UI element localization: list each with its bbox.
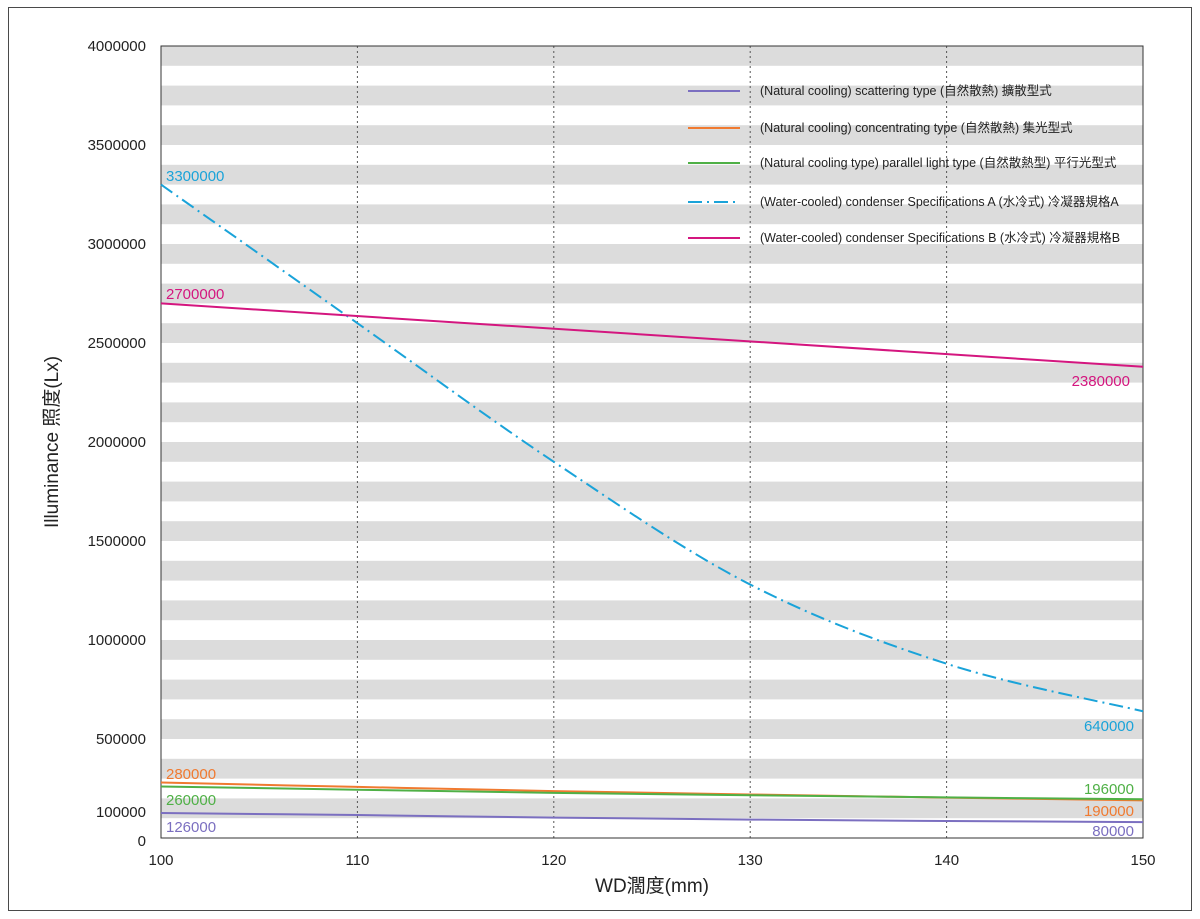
legend-entry-label: (Natural cooling) concentrating type (自然…: [760, 120, 1073, 135]
x-axis-title: WD濶度(mm): [595, 875, 709, 897]
data-labels: 126000 80000 280000 190000 260000 196000 33000…: [166, 168, 1134, 840]
background-band: [161, 204, 1143, 225]
background-band: [161, 679, 1143, 700]
data-label: 80000: [1092, 823, 1134, 840]
background-band: [161, 164, 1143, 185]
y-tick-label: 500000: [96, 731, 146, 748]
background-band: [161, 85, 1143, 106]
y-tick-label: 1500000: [88, 533, 146, 550]
data-series: [160, 183, 1144, 824]
series-line: [160, 302, 1144, 368]
background-band: [161, 521, 1143, 541]
y-axis-ticks: 0 100000 500000 1000000 1500000 2000000 250000…: [88, 38, 146, 850]
data-label: 280000: [166, 766, 216, 783]
data-label: 2700000: [166, 286, 224, 303]
y-axis-title: Illuminance 照度(Lx): [41, 356, 63, 528]
data-label: 196000: [1084, 781, 1134, 798]
data-label: 190000: [1084, 803, 1134, 820]
y-tick-label: 1000000: [88, 632, 146, 649]
background-band: [161, 283, 1143, 304]
data-label: 260000: [166, 792, 216, 809]
y-tick-label: 0: [138, 833, 146, 850]
x-tick-label: 150: [1130, 852, 1155, 869]
background-band: [161, 323, 1143, 343]
y-tick-label: 100000: [96, 804, 146, 821]
background-band: [161, 442, 1143, 462]
series-line: [160, 183, 1144, 713]
data-label: 640000: [1084, 718, 1134, 735]
data-label: 2380000: [1072, 373, 1130, 390]
plot-area-border: [160, 45, 1144, 839]
legend: (Natural cooling) scattering type (自然散熱)…: [688, 83, 1120, 245]
x-axis-ticks: 100 110 120 130 140 150: [148, 852, 1155, 869]
x-tick-label: 140: [934, 852, 959, 869]
background-band: [161, 244, 1143, 264]
y-tick-label: 3500000: [88, 137, 146, 154]
background-band: [161, 46, 1143, 66]
background-band: [161, 600, 1143, 621]
background-band: [161, 640, 1143, 660]
series-line: [160, 812, 1144, 824]
background-band: [161, 402, 1143, 423]
data-label: 126000: [166, 819, 216, 836]
y-tick-label: 2000000: [88, 434, 146, 451]
legend-entry-label: (Natural cooling type) parallel light ty…: [760, 155, 1117, 170]
background-band: [161, 719, 1143, 739]
y-tick-label: 4000000: [88, 38, 146, 55]
legend-entry-label: (Natural cooling) scattering type (自然散熱)…: [760, 83, 1052, 98]
x-tick-label: 110: [345, 852, 369, 869]
background-band: [161, 362, 1143, 383]
legend-entry-label: (Water-cooled) condenser Specifications …: [760, 194, 1119, 209]
x-tick-label: 120: [541, 852, 566, 869]
x-tick-label: 130: [738, 852, 763, 869]
legend-entry-label: (Water-cooled) condenser Specifications …: [760, 230, 1120, 245]
data-label: 3300000: [166, 168, 224, 185]
plot-background-bands: [161, 46, 1143, 838]
background-band: [161, 560, 1143, 581]
y-tick-label: 3000000: [88, 236, 146, 253]
background-band: [161, 125, 1143, 145]
x-tick-label: 100: [148, 852, 173, 869]
y-tick-label: 2500000: [88, 335, 146, 352]
background-band: [161, 758, 1143, 779]
vertical-gridlines: [356, 46, 948, 838]
series-line: [160, 785, 1144, 801]
background-band: [161, 481, 1143, 502]
background-band: [161, 798, 1143, 819]
